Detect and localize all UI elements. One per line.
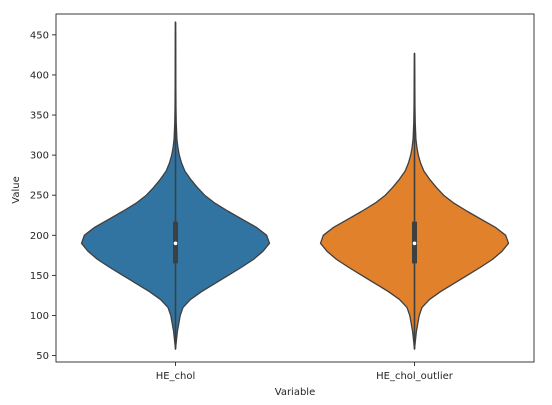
y-tick-label: 350 bbox=[30, 111, 49, 122]
y-axis: 50 100 150 200 250 300 350 400 450 bbox=[30, 30, 56, 362]
y-tick-label: 400 bbox=[30, 70, 49, 81]
violins-layer bbox=[80, 21, 510, 350]
y-tick-label: 450 bbox=[30, 30, 49, 41]
y-tick-label: 150 bbox=[30, 271, 49, 282]
plot-area bbox=[55, 13, 535, 363]
y-tick-label: 100 bbox=[30, 311, 49, 322]
x-tick-label: HE_chol bbox=[156, 371, 196, 382]
violin-median-point bbox=[412, 241, 417, 246]
y-tick-label: 200 bbox=[30, 231, 49, 242]
y-tick-label: 50 bbox=[36, 351, 49, 362]
y-tick-label: 250 bbox=[30, 191, 49, 202]
x-axis-label: Variable bbox=[275, 387, 316, 398]
violin-median-point bbox=[173, 241, 178, 246]
y-tick-label: 300 bbox=[30, 151, 49, 162]
x-tick-label: HE_chol_outlier bbox=[376, 371, 454, 382]
y-axis-label: Value bbox=[11, 176, 22, 203]
x-axis: HE_chol HE_chol_outlier bbox=[156, 362, 454, 382]
